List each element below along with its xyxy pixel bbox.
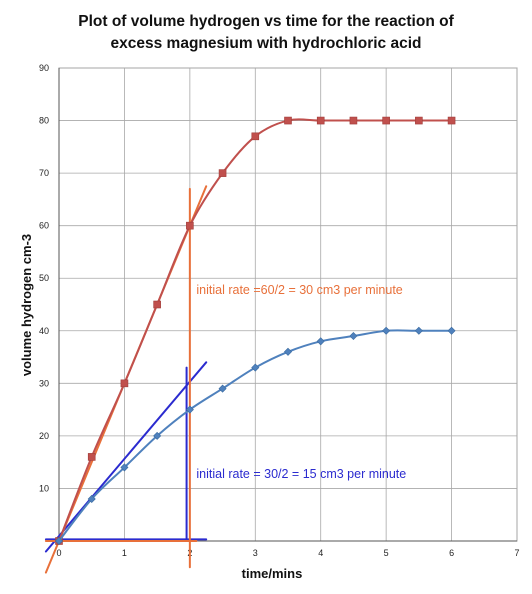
series-0-point (415, 117, 422, 124)
x-tick-label: 6 (449, 548, 454, 558)
y-tick-label: 20 (39, 431, 49, 441)
x-tick-label: 0 (56, 548, 61, 558)
y-axis-label: volume hydrogen cm-3 (19, 234, 34, 376)
series-0-point (252, 133, 259, 140)
x-tick-label: 5 (384, 548, 389, 558)
y-tick-label: 10 (39, 483, 49, 493)
x-tick-label: 4 (318, 548, 323, 558)
x-tick-label: 1 (122, 548, 127, 558)
series-0-point (88, 453, 95, 460)
series-0-point (383, 117, 390, 124)
y-tick-label: 50 (39, 273, 49, 283)
annotation-1: initial rate = 30/2 = 15 cm3 per minute (196, 467, 406, 481)
series-0-point (448, 117, 455, 124)
y-tick-label: 30 (39, 378, 49, 388)
chart-title-line-2: excess magnesium with hydrochloric acid (111, 35, 422, 52)
x-axis-label: time/mins (242, 566, 303, 581)
y-tick-label: 90 (39, 63, 49, 73)
annotation-0: initial rate =60/2 = 30 cm3 per minute (196, 283, 402, 297)
y-tick-label: 60 (39, 221, 49, 231)
x-tick-label: 3 (253, 548, 258, 558)
series-0-point (317, 117, 324, 124)
series-0-point (285, 117, 292, 124)
y-tick-label: 70 (39, 168, 49, 178)
series-0-point (219, 170, 226, 177)
series-0-point (186, 222, 193, 229)
y-tick-label: 80 (39, 116, 49, 126)
y-tick-label: 40 (39, 326, 49, 336)
series-0-point (350, 117, 357, 124)
series-0-point (121, 380, 128, 387)
series-0-point (154, 301, 161, 308)
x-tick-label: 7 (514, 548, 519, 558)
chart-title-line-1: Plot of volume hydrogen vs time for the … (78, 13, 454, 30)
